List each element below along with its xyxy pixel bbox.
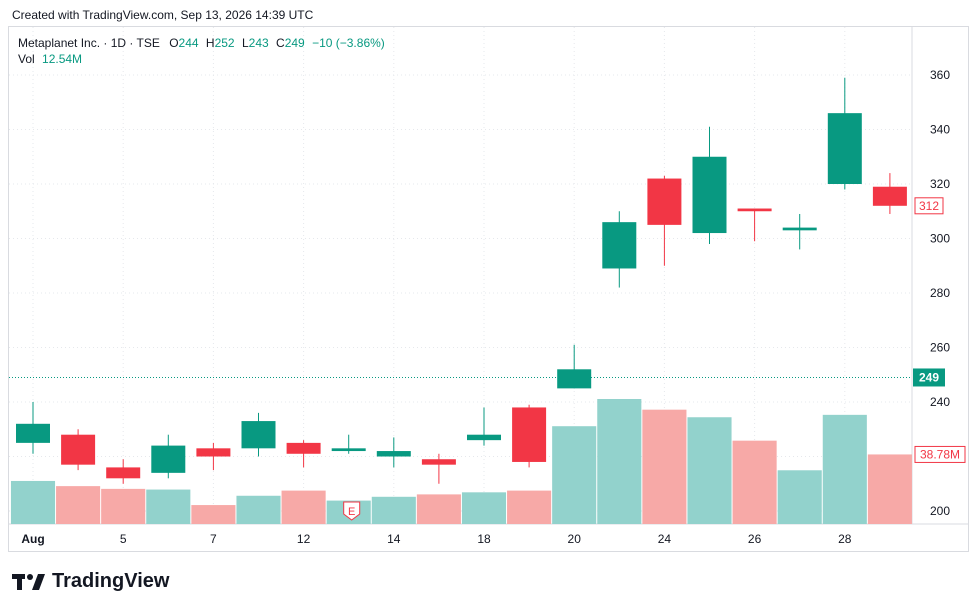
x-tick-label: 14 — [387, 532, 401, 546]
volume-bar — [461, 492, 507, 524]
candle-body — [512, 407, 547, 462]
last-close-label: 312 — [919, 199, 939, 213]
volume-bar — [867, 454, 912, 524]
candle-body — [106, 467, 141, 479]
last-volume-label: 38.78M — [920, 447, 960, 461]
candle-body — [241, 421, 276, 449]
volume-bar — [687, 417, 732, 524]
x-tick-label: 26 — [748, 532, 762, 546]
y-tick-label: 340 — [930, 123, 950, 137]
ohlc-legend-row[interactable]: Metaplanet Inc. · 1D · TSE O244 H252 L24… — [18, 35, 385, 51]
volume-bar — [146, 489, 191, 524]
volume-bar — [507, 490, 552, 524]
legend-low-label: L — [241, 36, 249, 50]
created-with-caption: Created with TradingView.com, Sep 13, 20… — [12, 8, 314, 22]
candlestick-chart[interactable]: 200220240260280300320340360Aug5712141820… — [0, 0, 980, 560]
x-tick-label: 28 — [838, 532, 852, 546]
y-tick-label: 240 — [930, 395, 950, 409]
legend-open-value: 244 — [178, 36, 199, 50]
y-tick-label: 260 — [930, 341, 950, 355]
candle-body — [61, 434, 96, 465]
x-tick-label: Aug — [21, 532, 44, 546]
volume-legend-row[interactable]: Vol 12.54M — [18, 51, 385, 67]
legend-high-label: H — [205, 36, 215, 50]
x-tick-label: 18 — [477, 532, 491, 546]
volume-bar — [10, 480, 56, 524]
volume-bar — [236, 495, 281, 524]
legend-volume-value: 12.54M — [42, 52, 83, 66]
volume-bar — [416, 494, 461, 524]
volume-bar — [191, 505, 236, 524]
y-tick-label: 300 — [930, 232, 950, 246]
candle-body — [557, 369, 592, 389]
legend-low-value: 243 — [248, 36, 269, 50]
tradingview-logo[interactable]: TradingView — [12, 570, 169, 593]
candle-body — [286, 442, 321, 454]
candle-body — [602, 222, 637, 269]
last-price-badge — [913, 368, 945, 387]
volume-bar — [822, 414, 867, 524]
last-close-badge — [914, 197, 944, 215]
legend-close-label: C — [276, 36, 285, 50]
x-tick-label: 24 — [658, 532, 672, 546]
y-tick-label: 280 — [930, 286, 950, 300]
legend-open-label: O — [169, 36, 179, 50]
legend-close-value: 249 — [284, 36, 305, 50]
candle-body — [782, 227, 817, 231]
candle-body — [827, 113, 862, 184]
tradingview-logo-icon — [12, 573, 45, 590]
x-tick-label: 7 — [210, 532, 217, 546]
earnings-event-marker — [343, 501, 361, 521]
candle-body — [16, 423, 50, 443]
legend-symbol: Metaplanet Inc. · 1D · TSE — [18, 36, 160, 50]
candle-body — [421, 459, 456, 465]
x-tick-label: 20 — [568, 532, 582, 546]
y-tick-label: 320 — [930, 177, 950, 191]
legend-change: −10 (−3.86%) — [312, 36, 385, 50]
candle-body — [331, 448, 366, 452]
candle-body — [151, 445, 186, 473]
volume-bar — [732, 440, 777, 524]
last-price-label: 249 — [919, 370, 939, 384]
last-volume-badge — [914, 445, 966, 463]
volume-bar — [281, 490, 326, 524]
earnings-event-label: E — [348, 506, 355, 518]
candle-body — [467, 434, 501, 441]
x-tick-label: 5 — [120, 532, 127, 546]
volume-bar — [371, 496, 416, 524]
candle-body — [196, 448, 231, 457]
y-tick-label: 360 — [930, 68, 950, 82]
tradingview-logo-text: TradingView — [52, 570, 170, 592]
volume-bar — [552, 426, 597, 524]
y-tick-label: 200 — [930, 504, 950, 518]
candle-body — [737, 208, 772, 212]
candle-body — [376, 451, 411, 457]
volume-bar — [56, 486, 101, 524]
legend-volume-label: Vol — [18, 52, 35, 66]
volume-bar — [597, 399, 642, 524]
x-tick-label: 12 — [297, 532, 311, 546]
chart-legend: Metaplanet Inc. · 1D · TSE O244 H252 L24… — [18, 35, 385, 67]
legend-high-value: 252 — [214, 36, 235, 50]
candle-body — [692, 156, 727, 234]
chart-pane-border — [8, 26, 969, 552]
volume-bar — [101, 488, 146, 524]
candle-body — [647, 178, 682, 225]
volume-bar — [642, 409, 687, 524]
candle-body — [872, 186, 907, 206]
volume-bar — [777, 470, 822, 524]
